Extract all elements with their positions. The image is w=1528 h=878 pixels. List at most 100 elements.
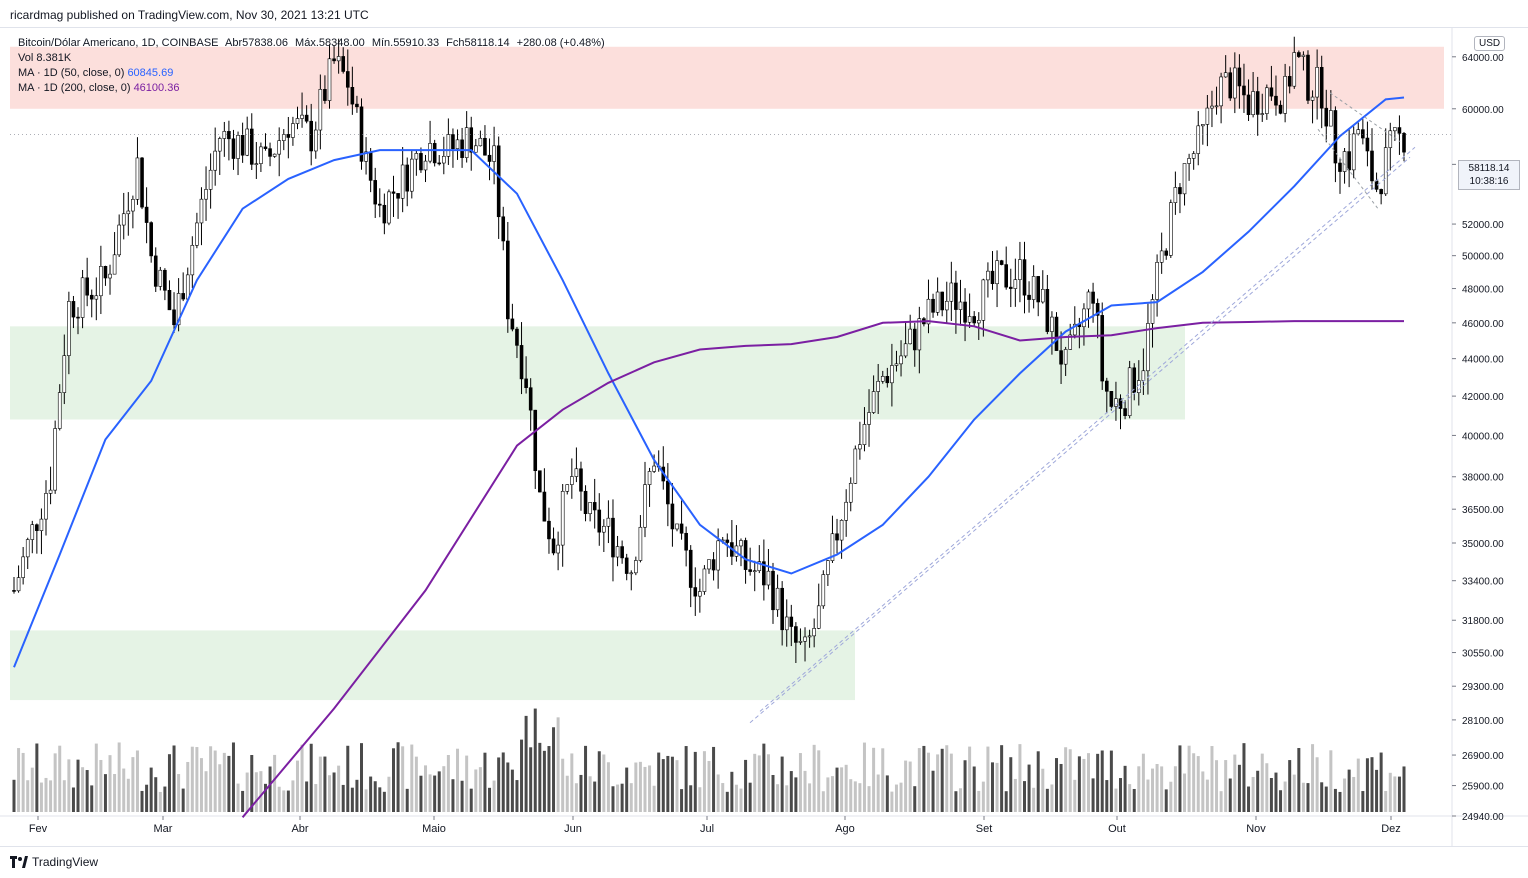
volume-bar [830, 776, 834, 812]
volume-bar [300, 744, 304, 812]
volume-bar [721, 783, 725, 812]
candle-body [16, 577, 21, 592]
volume-bar [236, 783, 240, 812]
candle-body [1356, 129, 1361, 135]
ma50-line [13, 96, 1405, 668]
volume-bar [1041, 768, 1045, 812]
candle-body [21, 556, 25, 578]
volume-bar [625, 767, 629, 812]
candle-body [277, 140, 281, 155]
candle-body [1370, 150, 1374, 182]
volume-bar [798, 753, 802, 812]
trendline-lower-2 [759, 146, 1416, 712]
candle-body [679, 523, 684, 534]
last-price-value: 58118.14 [1468, 163, 1510, 174]
candle-body [112, 254, 117, 275]
volume-bar [844, 764, 848, 812]
volume-bar [1347, 769, 1351, 812]
candle-body [1274, 95, 1278, 106]
volume-bar [1228, 778, 1232, 812]
volume-bar [1073, 779, 1077, 812]
volume-bar [762, 743, 766, 812]
tradingview-brand: TradingView [32, 855, 99, 869]
volume-bar [488, 787, 492, 812]
volume-bar [1215, 760, 1219, 812]
candle-body [880, 376, 885, 382]
volume-bar [1375, 769, 1379, 812]
volume-bar [428, 774, 432, 812]
time-tick-label: Dez [1381, 823, 1401, 835]
candle-body [419, 153, 423, 171]
volume-bar [286, 790, 290, 812]
candle-body [821, 574, 826, 607]
candle-body [752, 570, 757, 573]
volume-bar [821, 791, 825, 812]
volume-bar [744, 759, 748, 812]
candle-body [560, 490, 565, 546]
candle-body [1228, 72, 1233, 99]
candle-body [396, 193, 400, 199]
candle-body [1095, 303, 1100, 316]
tradingview-logo[interactable]: TradingView [10, 855, 98, 869]
published-text: ricardmag published on TradingView.com, … [10, 8, 369, 22]
volume-bar [1055, 758, 1058, 812]
candle-body [981, 279, 986, 321]
volume-bar [931, 770, 935, 812]
candle-body [917, 318, 922, 351]
candle-body [222, 131, 227, 139]
candle-body [807, 635, 812, 638]
legend-symbol: Bitcoin/Dólar Americano, 1D, COINBASE [18, 37, 219, 49]
currency-badge[interactable]: USD [1474, 36, 1506, 51]
volume-bar [588, 776, 592, 812]
volume-bar [1082, 758, 1086, 812]
legend-ma200-row: MA · 1D (200, close, 0) 46100.36 [18, 81, 605, 96]
candle-body [757, 561, 762, 572]
candle-body [789, 616, 794, 627]
volume-bar [337, 765, 341, 812]
volume-bar [1274, 772, 1278, 812]
volume-bar [263, 783, 267, 812]
volume-bar [1402, 766, 1406, 812]
candle-body [533, 409, 538, 472]
candle-body [963, 301, 967, 323]
volume-bar [222, 752, 226, 812]
volume-bar [561, 758, 565, 812]
candle-body [355, 103, 359, 108]
price-tick-label: 30550.00 [1462, 649, 1504, 660]
volume-bar [840, 767, 844, 812]
candle-body [231, 138, 236, 159]
volume-bar [698, 787, 702, 812]
chart-legend: Bitcoin/Dólar Americano, 1D, COINBASE Ab… [18, 36, 605, 96]
volume-bar [369, 776, 373, 812]
candle-body [931, 298, 935, 313]
candle-body [1127, 367, 1132, 417]
volume-bar [990, 762, 994, 812]
volume-bar [972, 766, 976, 812]
candle-body [400, 164, 405, 199]
candle-body [519, 345, 524, 380]
price-tick-label: 35000.00 [1462, 539, 1504, 550]
volume-bar [346, 745, 350, 812]
volume-bar [862, 742, 866, 812]
candle-body [954, 282, 958, 310]
volume-bar [1160, 766, 1164, 812]
volume-bar [1196, 756, 1200, 812]
candle-body [286, 134, 291, 138]
candle-body [227, 131, 231, 140]
candle-body [185, 274, 190, 300]
candle-body [1402, 133, 1406, 153]
candle-body [1397, 127, 1402, 134]
time-tick-label: Set [976, 823, 993, 835]
candle-body [1319, 67, 1324, 109]
candle-body [1068, 334, 1073, 350]
volume-bar [1119, 778, 1123, 812]
candle-body [652, 465, 656, 472]
price-chart[interactable]: 64000.0060000.0056000.0052000.0050000.00… [0, 28, 1528, 846]
volume-bar [405, 788, 409, 812]
candle-body [103, 266, 108, 279]
candle-body [208, 169, 213, 190]
candle-body [999, 260, 1004, 265]
volume-bar [584, 745, 588, 812]
volume-bar [1036, 751, 1040, 812]
time-tick-label: Ago [835, 823, 855, 835]
